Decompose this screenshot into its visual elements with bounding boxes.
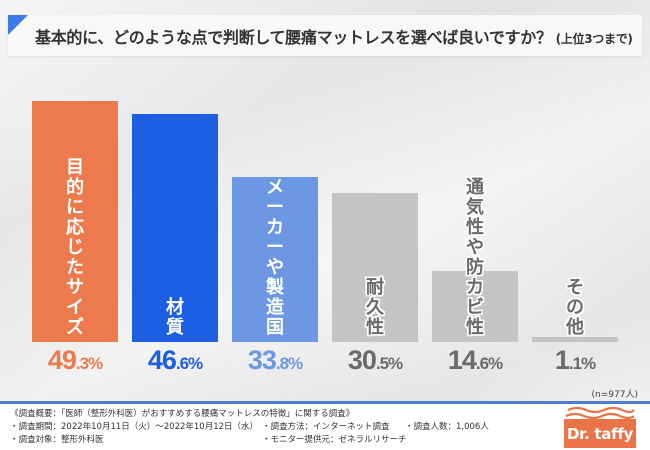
category-label: 目的に応じたサイズ [66,157,84,338]
title-corner-accent [8,15,28,35]
survey-period: ・調査期間：2022年10月11日（火）〜2022年10月12日（水） [10,422,259,432]
bar-6 [532,336,618,342]
survey-count: ・調査人数：1,006人 [405,422,489,432]
bar-1 [32,101,118,342]
bar-3 [232,176,318,342]
title-box: 基本的に、どのような点で判断して腰痛マットレスを選べば良いですか？ (上位3つまで… [8,15,642,56]
logo-wave-icon [565,406,635,420]
category-label: 耐久性 [366,277,384,338]
value-label: 33.8% [247,345,303,375]
logo-text: Dr. taffy [564,419,636,448]
category-label: メーカーや製造国 [266,177,284,338]
chart-title-sub: (上位3つまで) [555,32,633,46]
survey-heading: 《調査概要：「医師（整形外科医）がおすすめする腰痛マットレスの特徴」に関する調査… [10,409,355,419]
value-label: 46.6% [147,345,203,375]
bar-2 [132,114,218,342]
bar-chart: 目的に応じたサイズ 49.3% 材質 46.6% メーカーや製造国 33.8% 耐久性 30.… [32,101,618,375]
chart-title: 基本的に、どのような点で判断して腰痛マットレスを選べば良いですか？ (上位3つまで… [35,24,633,48]
category-label: その他 [566,277,584,338]
survey-provider: ・モニター提供元：ゼネラルリサーチ [262,435,407,445]
value-label: 49.3% [47,345,103,375]
survey-target: ・調査対象：整形外科医 [10,435,104,445]
dr-taffy-logo: Dr. taffy [564,406,636,448]
value-label: 14.6% [447,345,503,375]
bar-4 [332,193,418,342]
sample-size-note: (n=977人) [591,390,638,400]
footer-divider [0,401,650,404]
value-label: 1.1% [554,345,596,375]
survey-footer: 《調査概要：「医師（整形外科医）がおすすめする腰痛マットレスの特徴」に関する調査… [0,404,650,450]
bar-5 [432,270,518,342]
value-label: 30.5% [347,345,403,375]
survey-method: ・調査方法：インターネット調査 [262,422,390,432]
category-label: 通気性や防カビ性 [466,177,484,338]
category-label: 材質 [166,297,184,338]
chart-title-main: 基本的に、どのような点で判断して腰痛マットレスを選べば良いですか？ [35,28,552,47]
